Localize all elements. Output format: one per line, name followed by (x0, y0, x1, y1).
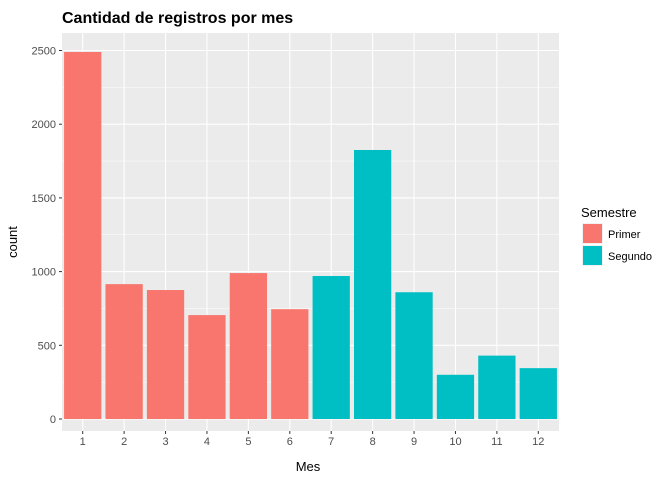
bar-mes-7 (312, 276, 350, 419)
bar-mes-1 (64, 51, 102, 419)
bar-mes-10 (436, 374, 475, 419)
bar-mes-2 (105, 284, 143, 419)
chart-title: Cantidad de registros por mes (62, 10, 293, 27)
y-axis-title: count (5, 226, 20, 258)
bar-mes-12 (519, 368, 557, 419)
x-tick-label: 12 (532, 436, 544, 448)
y-tick-label: 1000 (32, 267, 56, 279)
x-tick-label: 1 (80, 436, 86, 448)
legend-label-segundo: Segundo (608, 251, 652, 263)
legend-title: Semestre (581, 205, 637, 220)
y-tick-label: 2000 (32, 119, 56, 131)
y-tick-label: 0 (50, 414, 56, 426)
x-tick-label: 9 (411, 436, 417, 448)
y-tick-label: 500 (38, 340, 56, 352)
bar-mes-6 (271, 309, 309, 419)
x-tick-label: 4 (204, 436, 210, 448)
bar-mes-3 (146, 290, 185, 419)
y-tick-label: 2500 (32, 46, 56, 58)
plot-panel (62, 33, 559, 431)
bar-mes-11 (478, 355, 516, 419)
bar-mes-5 (229, 273, 268, 419)
x-tick-label: 8 (370, 436, 376, 448)
x-tick-label: 2 (121, 436, 127, 448)
x-axis-ticks: 1 2 3 4 5 6 7 8 9 10 11 12 (80, 431, 544, 448)
bar-mes-8 (353, 149, 392, 419)
x-tick-label: 10 (449, 436, 461, 448)
bars (64, 51, 557, 419)
y-tick-label: 1500 (32, 193, 56, 205)
x-axis-title: Mes (296, 459, 321, 474)
x-tick-label: 3 (162, 436, 168, 448)
x-tick-label: 7 (328, 436, 334, 448)
legend: Semestre Primer Segundo (581, 205, 652, 266)
bar-mes-9 (395, 292, 433, 419)
legend-swatch-primer (583, 224, 602, 243)
x-tick-label: 5 (245, 436, 251, 448)
legend-swatch-segundo (583, 246, 602, 265)
legend-label-primer: Primer (608, 229, 641, 241)
y-axis-ticks: 0 500 1000 1500 2000 2500 (32, 46, 62, 426)
x-tick-label: 6 (287, 436, 293, 448)
x-tick-label: 11 (491, 436, 502, 448)
bar-mes-4 (188, 315, 226, 419)
